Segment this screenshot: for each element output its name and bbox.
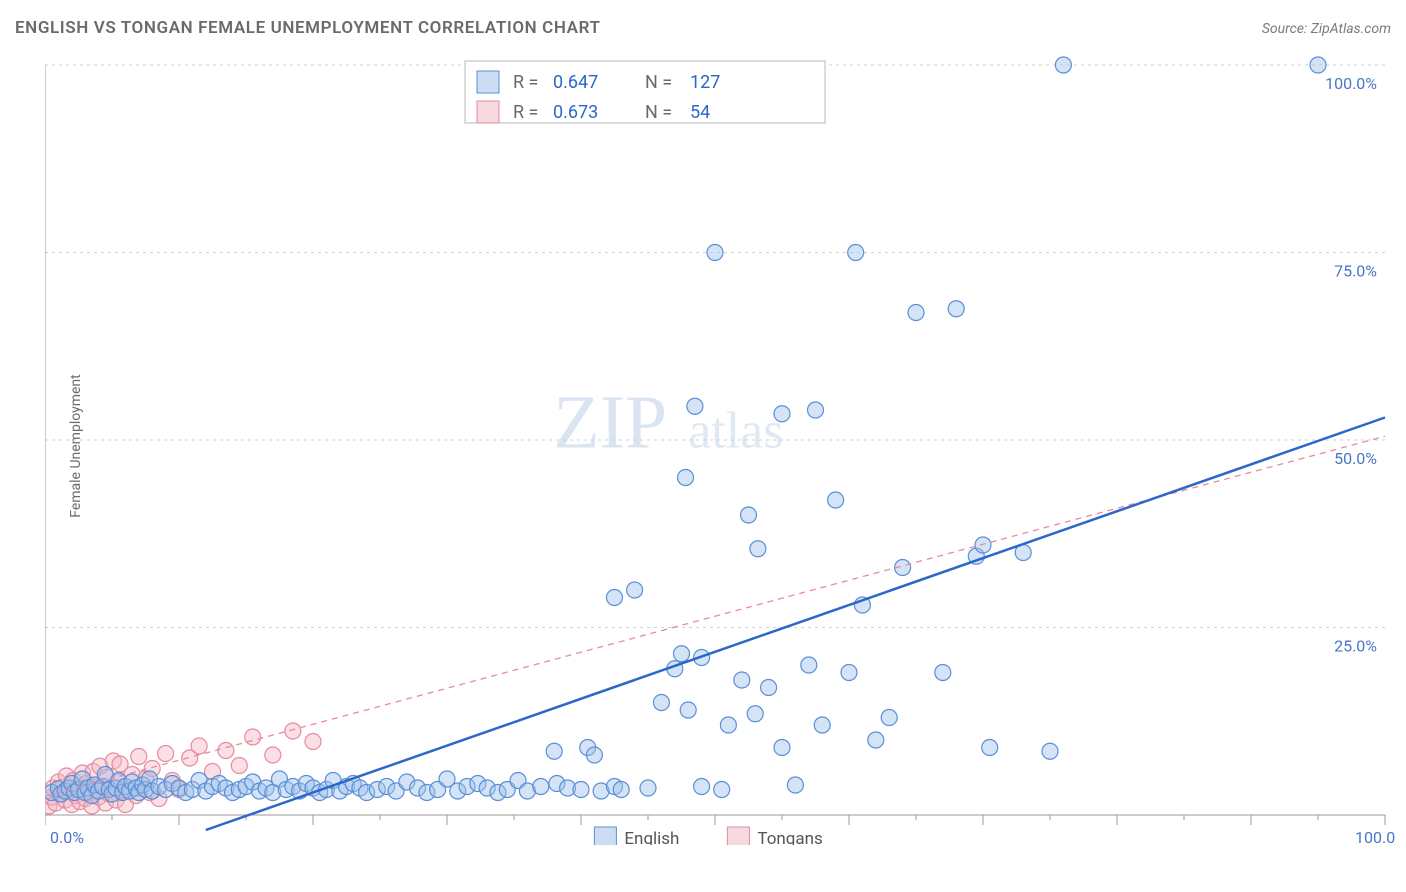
legend-swatch <box>477 101 499 123</box>
data-point-english <box>1055 57 1071 73</box>
data-point-english <box>828 492 844 508</box>
data-point-english <box>627 582 643 598</box>
chart-title: ENGLISH VS TONGAN FEMALE UNEMPLOYMENT CO… <box>15 18 601 38</box>
data-point-english <box>720 717 736 733</box>
data-point-english <box>750 541 766 557</box>
data-point-english <box>586 747 602 763</box>
data-point-tongan <box>231 758 247 774</box>
data-point-tongan <box>305 734 321 750</box>
series-label: Tongans <box>757 829 822 845</box>
data-point-english <box>1310 57 1326 73</box>
data-point-english <box>982 740 998 756</box>
data-point-english <box>640 780 656 796</box>
data-point-english <box>694 779 710 795</box>
data-point-english <box>573 782 589 798</box>
data-point-english <box>948 301 964 317</box>
data-point-tongan <box>158 746 174 762</box>
data-point-english <box>613 782 629 798</box>
data-point-english <box>741 507 757 523</box>
data-point-english <box>935 665 951 681</box>
data-point-tongan <box>131 749 147 765</box>
legend-swatch <box>477 71 499 93</box>
data-point-english <box>687 398 703 414</box>
legend-n-value: 54 <box>690 102 710 123</box>
data-point-english <box>680 702 696 718</box>
data-point-english <box>848 245 864 261</box>
data-point-english <box>1042 743 1058 759</box>
data-point-english <box>546 743 562 759</box>
data-point-english <box>607 590 623 606</box>
data-point-english <box>774 406 790 422</box>
scatter-chart: 25.0% 50.0% 75.0% 100.0% ZIP atlas 0.0% 100.0% R… <box>45 55 1395 845</box>
data-point-english <box>674 646 690 662</box>
data-point-english <box>808 402 824 418</box>
source-label: Source: ZipAtlas.com <box>1262 21 1391 37</box>
data-point-english <box>787 777 803 793</box>
series-label: English <box>624 829 679 845</box>
data-point-english <box>881 710 897 726</box>
watermark: ZIP <box>553 381 667 465</box>
data-point-english <box>841 665 857 681</box>
y-tick-label: 75.0% <box>1334 262 1377 281</box>
legend-n-label: N = <box>645 102 672 123</box>
data-point-english <box>908 305 924 321</box>
watermark: atlas <box>688 403 783 460</box>
x-tick-label: 0.0% <box>50 828 84 845</box>
data-point-english <box>801 657 817 673</box>
legend-n-label: N = <box>645 72 672 93</box>
data-point-english <box>774 740 790 756</box>
legend-r-label: R = <box>513 72 538 93</box>
series-swatch <box>594 827 616 845</box>
data-point-english <box>734 672 750 688</box>
legend-n-value: 127 <box>690 72 720 93</box>
x-tick-label: 100.0% <box>1355 828 1395 845</box>
data-point-english <box>653 695 669 711</box>
legend-r-value: 0.673 <box>553 102 598 123</box>
data-point-english <box>975 537 991 553</box>
y-tick-label: 50.0% <box>1334 449 1377 468</box>
y-tick-label: 25.0% <box>1334 637 1377 656</box>
data-point-english <box>707 245 723 261</box>
data-point-english <box>714 782 730 798</box>
legend-r-value: 0.647 <box>553 72 598 93</box>
trend-line-english <box>206 418 1385 831</box>
data-point-english <box>747 706 763 722</box>
series-swatch <box>727 827 749 845</box>
legend-r-label: R = <box>513 102 538 123</box>
data-point-tongan <box>265 747 281 763</box>
data-point-english <box>868 732 884 748</box>
y-tick-label: 100.0% <box>1325 74 1377 93</box>
data-point-tongan <box>191 738 207 754</box>
data-point-english <box>761 680 777 696</box>
data-point-english <box>678 470 694 486</box>
data-point-tongan <box>285 723 301 739</box>
data-point-tongan <box>218 743 234 759</box>
data-point-english <box>814 717 830 733</box>
data-point-english <box>533 779 549 795</box>
